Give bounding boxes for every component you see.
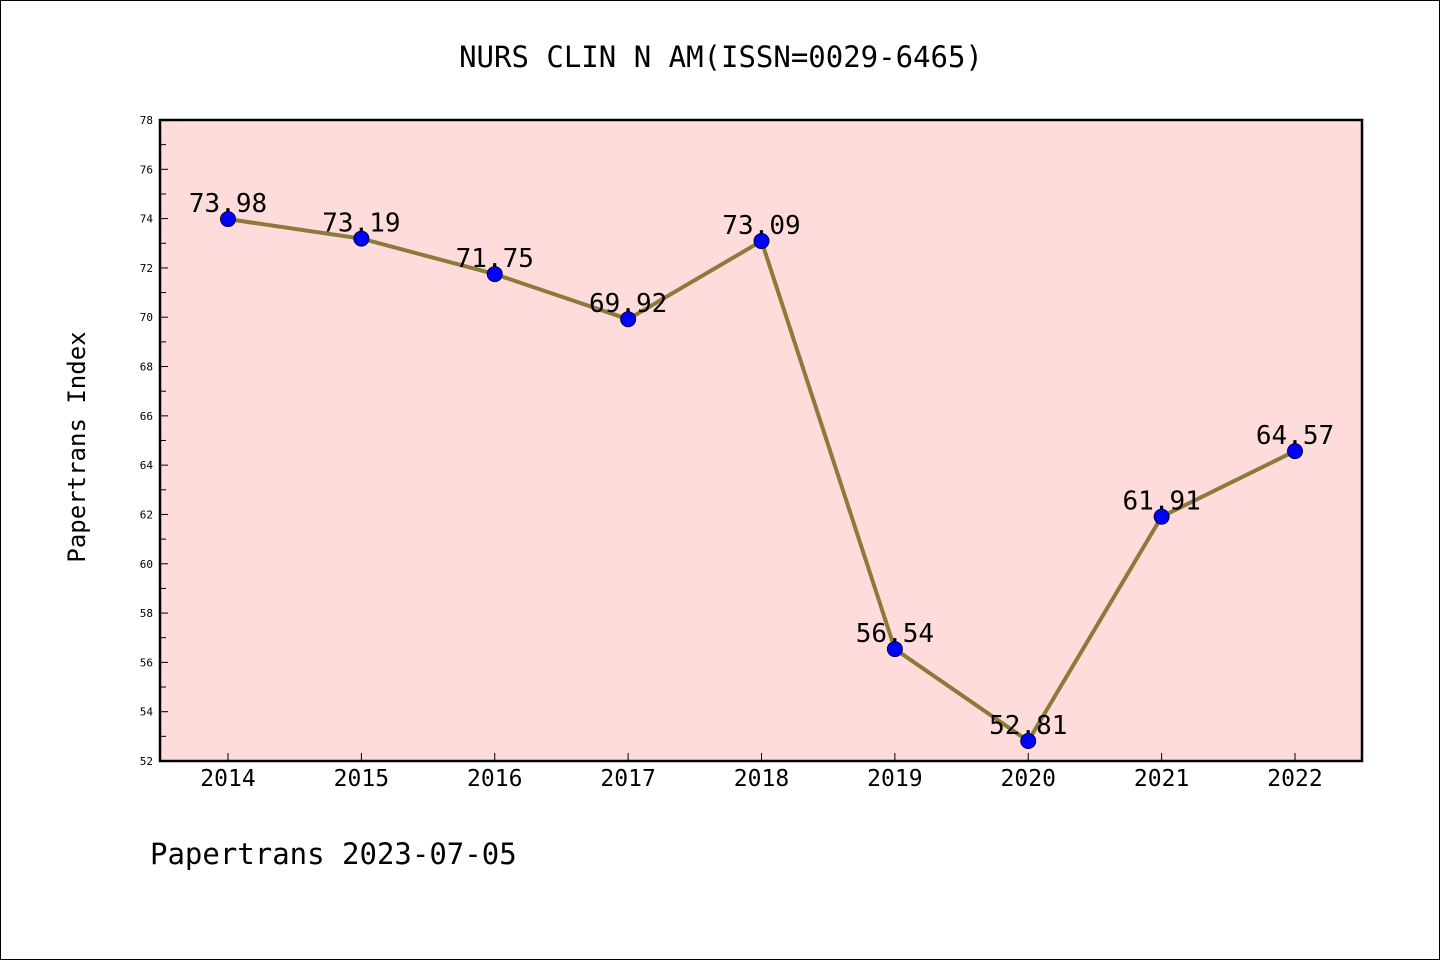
data-point: [1153, 508, 1170, 525]
y-tick-label: 52: [140, 755, 153, 768]
data-label: 71.75: [456, 244, 534, 274]
data-label: 64.57: [1256, 421, 1334, 451]
data-label: 69.92: [589, 289, 667, 319]
y-tick-label: 58: [140, 607, 153, 620]
x-tick-label: 2019: [867, 766, 922, 792]
data-label: 73.09: [722, 211, 800, 241]
x-axis: 2014 2015 2016 2017 2018 2019 2020 2021 2022: [200, 753, 1323, 792]
data-point: [486, 266, 503, 283]
data-label: 56.54: [856, 619, 934, 649]
footer-text: Papertrans 2023-07-05: [150, 837, 517, 871]
data-point: [353, 230, 370, 247]
x-tick-label: 2016: [467, 766, 522, 792]
x-tick-label: 2014: [200, 766, 255, 792]
x-tick-label: 2021: [1134, 766, 1189, 792]
y-tick-label: 54: [140, 706, 154, 719]
data-label: 73.19: [322, 209, 400, 239]
x-tick-label: 2017: [600, 766, 655, 792]
data-point: [886, 641, 903, 658]
y-tick-label: 68: [140, 361, 153, 374]
y-axis-label: Papertrans Index: [63, 331, 91, 562]
y-tick-label: 64: [140, 459, 154, 472]
y-tick-label: 70: [140, 311, 153, 324]
y-tick-label: 66: [140, 410, 153, 423]
data-point: [1020, 733, 1037, 750]
y-tick-label: 78: [140, 114, 153, 127]
x-tick-label: 2020: [1001, 766, 1056, 792]
y-tick-label: 60: [140, 558, 153, 571]
data-label: 61.91: [1122, 487, 1200, 517]
x-tick-label: 2018: [734, 766, 789, 792]
data-label: 52.81: [989, 711, 1067, 741]
data-point: [753, 233, 770, 250]
y-tick-label: 74: [140, 213, 154, 226]
chart-title: NURS CLIN N AM(ISSN=0029-6465): [459, 40, 983, 74]
x-tick-label: 2015: [334, 766, 389, 792]
data-label: 73.98: [189, 189, 267, 219]
y-tick-label: 56: [140, 656, 153, 669]
y-tick-label: 72: [140, 262, 153, 275]
y-tick-label: 76: [140, 163, 153, 176]
plot-area: [158, 118, 1364, 763]
data-point: [1287, 443, 1303, 460]
y-tick-label: 62: [140, 508, 153, 521]
data-point: [220, 211, 236, 228]
data-point: [620, 311, 637, 328]
data-labels: 73.98 73.19 71.75 69.92 73.09 56.54 52.81 61.91…: [189, 189, 1334, 741]
y-axis: 52 54 56 58 60 62 64 66 68 70 72 74 76 78: [140, 114, 168, 768]
series-layer: [220, 211, 1303, 750]
x-tick-label: 2022: [1267, 766, 1322, 792]
